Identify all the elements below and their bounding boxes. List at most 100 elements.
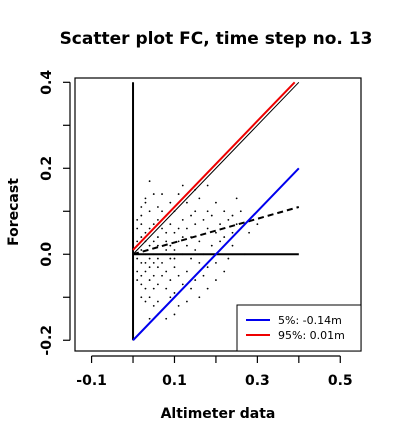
scatter-point (194, 223, 197, 226)
scatter-point (161, 210, 163, 213)
scatter-point (152, 304, 155, 307)
scatter-point (161, 193, 163, 195)
scatter-point (148, 210, 151, 213)
scatter-point (148, 266, 151, 269)
scatter-point (194, 249, 197, 251)
scatter-point (152, 193, 155, 195)
scatter-point (140, 236, 143, 238)
scatter-point (148, 279, 151, 281)
scatter-point (140, 283, 143, 286)
scatter-point (198, 261, 201, 264)
scatter-point (156, 266, 159, 269)
x-axis: -0.1 0.1 0.3 0.5 (76, 355, 353, 389)
scatter-point (177, 240, 180, 243)
scatter-point (186, 270, 188, 273)
scatter-point (231, 214, 234, 217)
scatter-point (140, 296, 143, 299)
chart-title: Scatter plot FC, time step no. 13 (60, 29, 373, 49)
scatter-point (202, 218, 205, 221)
scatter-point (215, 279, 217, 281)
scatter-point (140, 249, 143, 251)
scatter-point (177, 274, 180, 277)
scatter-point (156, 300, 159, 303)
x-tick-label: 0.5 (328, 373, 353, 389)
scatter-point (169, 223, 172, 226)
legend-box (236, 304, 362, 352)
scatter-point (148, 227, 151, 230)
scatter-point (186, 300, 188, 303)
scatter-point (198, 197, 201, 200)
scatter-point (231, 244, 234, 247)
x-tick-label: -0.1 (76, 373, 107, 389)
scatter-point (165, 270, 168, 273)
scatter-point (186, 227, 188, 230)
scatter-point (156, 206, 159, 208)
scatter-point (156, 236, 159, 238)
scatter-point (152, 274, 155, 277)
scatter-point (173, 257, 176, 260)
scatter-point (156, 218, 159, 221)
percentile-5-line (132, 167, 300, 341)
scatter-point (144, 270, 147, 273)
scatter-point (136, 257, 139, 260)
scatter-point (161, 261, 163, 264)
scatter-point (194, 210, 197, 213)
scatter-point (227, 257, 230, 260)
scatter-point (181, 184, 184, 187)
scatter-point (156, 283, 159, 286)
scatter-point (181, 283, 184, 286)
scatter-point (198, 296, 201, 299)
scatter-point (165, 231, 168, 234)
scatter-point (152, 223, 155, 226)
scatter-point (215, 261, 217, 264)
legend: 5%: -0.14m 95%: 0.01m (236, 304, 362, 352)
scatter-point (215, 201, 217, 204)
scatter-point (140, 261, 143, 264)
scatter-point (190, 257, 192, 260)
scatter-point (161, 274, 163, 277)
data-points (132, 180, 259, 320)
x-tick-label: 0.3 (245, 373, 270, 389)
scatter-point (169, 257, 172, 260)
scatter-point (152, 261, 155, 264)
scatter-point (210, 244, 213, 247)
scatter-point (177, 227, 180, 230)
y-tick-label: 0.2 (39, 156, 55, 181)
scatter-point (194, 279, 197, 281)
scatter-point (140, 214, 143, 217)
scatter-point (156, 244, 159, 247)
reference-lines (132, 81, 300, 341)
scatter-point (169, 296, 172, 299)
plot-area-frame (74, 77, 362, 352)
scatter-point (161, 227, 163, 230)
scatter-point (206, 227, 209, 230)
scatter-point (136, 240, 139, 243)
identity-line (132, 81, 300, 255)
y-tick-label: 0.0 (39, 242, 55, 267)
scatter-point (144, 197, 147, 200)
scatter-point (144, 300, 147, 303)
scatter-point (148, 317, 151, 320)
scatter-point (206, 266, 209, 269)
scatter-point (231, 231, 234, 234)
x-tick-label: 0.1 (162, 373, 187, 389)
scatter-point (140, 223, 143, 226)
y-axis: -0.2 0.0 0.2 0.4 (39, 70, 71, 356)
scatter-point (144, 261, 147, 264)
scatter-point (152, 287, 155, 290)
scatter-point (156, 257, 159, 260)
scatter-point (148, 180, 151, 183)
scatter-point (136, 270, 139, 273)
scatter-point (223, 210, 226, 213)
scatter-point (206, 184, 209, 187)
scatter-point (144, 287, 147, 290)
x-axis-label: Altimeter data (161, 406, 276, 422)
scatter-point (186, 201, 188, 204)
scatter-point (210, 214, 213, 217)
scatter-point (190, 287, 192, 290)
scatter-point (144, 201, 147, 204)
scatter-point (169, 279, 172, 281)
y-axis-label: Forecast (6, 178, 22, 246)
scatter-point (198, 240, 201, 243)
